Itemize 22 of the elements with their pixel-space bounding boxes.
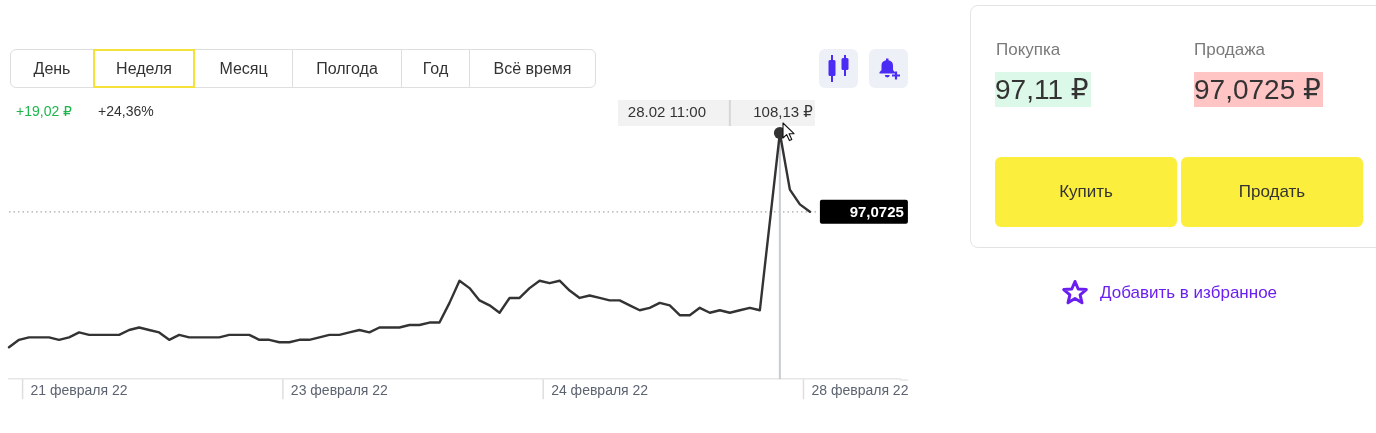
text: +19,02 ₽ xyxy=(16,102,73,119)
x-tick-label: 24 февраля 22 xyxy=(551,382,649,399)
button: Купить xyxy=(995,157,1177,227)
button: Продать xyxy=(1181,157,1363,227)
ref-line-label: 97,0725 xyxy=(849,202,904,220)
text: Добавить в избранное xyxy=(1100,283,1278,303)
tab: Полгода xyxy=(292,49,402,88)
tab: День xyxy=(10,49,94,88)
text: 97,0725 ₽ xyxy=(1194,72,1323,107)
text: Продажа xyxy=(1194,40,1265,60)
x-tick-label: 23 февраля 22 xyxy=(290,382,389,399)
x-tick-label: 21 февраля 22 xyxy=(30,382,128,399)
tab: Неделя xyxy=(93,49,195,88)
text: Покупка xyxy=(996,40,1061,60)
text: 97,11 ₽ xyxy=(995,72,1091,107)
tab: Год xyxy=(401,49,470,88)
annotation: 108,13 ₽ xyxy=(753,103,814,121)
tab: Всё время xyxy=(469,49,596,88)
tab: Месяц xyxy=(194,49,293,88)
text: 28.02 11:00 xyxy=(627,103,707,121)
x-tick-label: 28 февраля 22 xyxy=(811,382,909,399)
text: +24,36% xyxy=(98,102,154,119)
